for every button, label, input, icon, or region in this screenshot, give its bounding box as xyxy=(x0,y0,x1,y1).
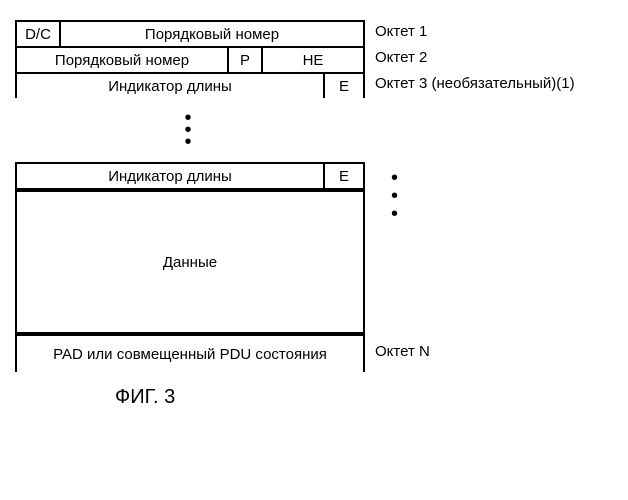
cell-sequence-number-2: Порядковый номер xyxy=(17,48,229,72)
cell-p: P xyxy=(229,48,263,72)
cell-e-2: E xyxy=(325,164,363,188)
pad-row: PAD или совмещенный PDU состояния xyxy=(15,334,365,372)
vertical-ellipsis: ••• xyxy=(15,98,361,162)
octet-1-row: D/C Порядковый номер xyxy=(15,20,365,46)
cell-data: Данные xyxy=(17,192,363,332)
cell-e-1: E xyxy=(325,74,363,98)
caption-octet-2: Октет 2 xyxy=(365,46,427,70)
octet-bottom-group: Индикатор длины E Данные PAD или совмеще… xyxy=(15,162,575,372)
data-row: Данные xyxy=(15,190,365,334)
octet-top-group: D/C Порядковый номер Октет 1 Порядковый … xyxy=(15,20,575,98)
side-ellipsis: ••• xyxy=(391,172,398,226)
figure-title: ФИГ. 3 xyxy=(115,386,575,409)
length-indicator-row: Индикатор длины E xyxy=(15,162,365,190)
octet-2-row: Порядковый номер P HE xyxy=(15,46,365,72)
cell-dc: D/C xyxy=(17,22,61,46)
cell-he: HE xyxy=(263,48,363,72)
caption-octet-1: Октет 1 xyxy=(365,20,427,44)
caption-octet-3: Октет 3 (необязательный)(1) xyxy=(365,72,575,96)
cell-pad-status-pdu: PAD или совмещенный PDU состояния xyxy=(17,336,363,372)
octet-3-row: Индикатор длины E xyxy=(15,72,365,98)
caption-octet-n: Октет N xyxy=(365,334,430,370)
cell-length-indicator-2: Индикатор длины xyxy=(17,164,325,188)
cell-sequence-number-1: Порядковый номер xyxy=(61,22,363,46)
cell-length-indicator-1: Индикатор длины xyxy=(17,74,325,98)
